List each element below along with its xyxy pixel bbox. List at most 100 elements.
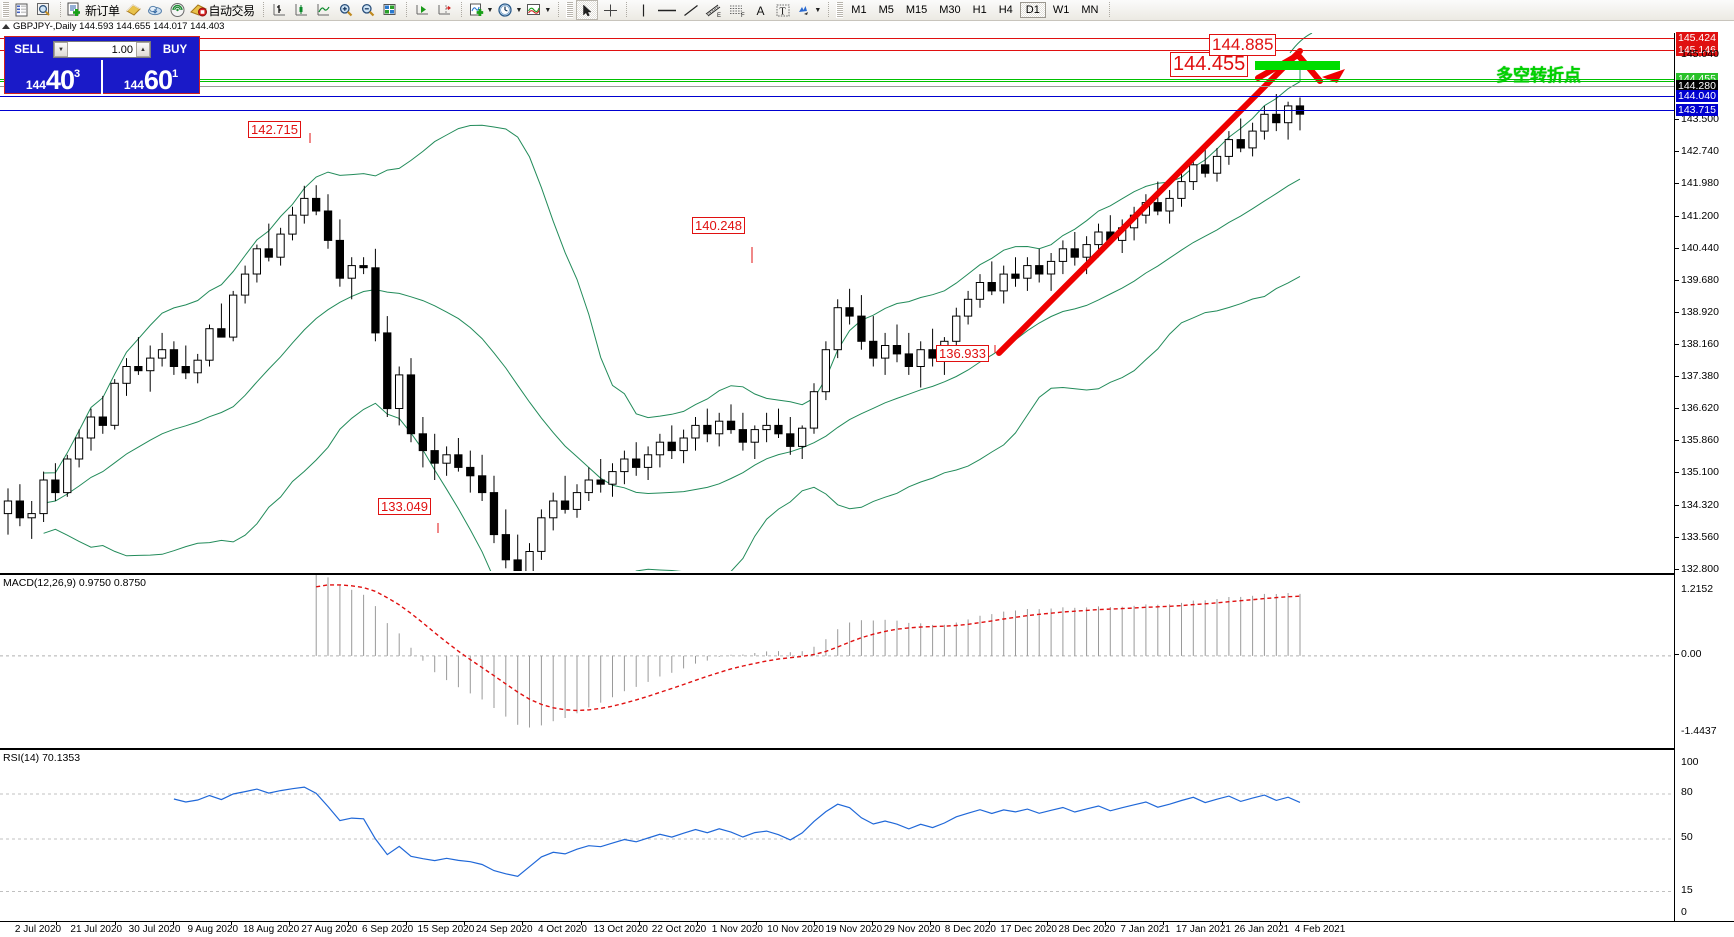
price-axis-highlight-label[interactable]: 143.715 — [1676, 104, 1718, 117]
candle-body — [1070, 248, 1079, 258]
equidistant-channel-tool[interactable]: E — [703, 1, 725, 19]
chart-grid-icon[interactable] — [380, 1, 400, 19]
timeframe-d1[interactable]: D1 — [1019, 2, 1046, 18]
sell-price-button[interactable]: 144 40 3 — [5, 60, 101, 94]
volume-decrease-button[interactable]: ▼ — [54, 42, 68, 57]
new-order-button[interactable]: 新订单 — [67, 1, 122, 19]
periods-clock-icon[interactable]: ▼ — [496, 1, 523, 19]
price-axis-highlight-label[interactable]: 145.424 — [1676, 32, 1718, 45]
market-cloud-icon[interactable] — [146, 1, 166, 19]
volume-stepper[interactable]: ▼ 1.00 ▲ — [53, 41, 151, 58]
svg-text:A: A — [757, 4, 765, 18]
fibonacci-retracement-tool[interactable]: F — [727, 1, 749, 19]
axis-tick — [1675, 151, 1679, 153]
cursor-tool[interactable] — [576, 0, 599, 20]
price-annotation-label[interactable]: 144.455 — [1170, 52, 1249, 77]
price-axis-highlight-label[interactable]: 145.040 — [1681, 48, 1719, 61]
one-click-trading-panel[interactable]: SELL ▼ 1.00 ▲ BUY 144 40 3 144 60 1 — [4, 36, 200, 94]
timeframe-h4[interactable]: H4 — [998, 4, 1013, 16]
candle-body — [904, 353, 914, 367]
crosshair-tool[interactable] — [600, 1, 620, 19]
rsi-pane[interactable]: RSI(14) 70.1353 — [0, 748, 1674, 920]
line-chart-icon[interactable] — [314, 1, 334, 19]
vertical-line-tool[interactable] — [633, 1, 653, 19]
candle-body — [560, 500, 570, 510]
uptrend-line[interactable] — [996, 48, 1303, 356]
time-axis-label: 1 Nov 2020 — [711, 924, 763, 935]
volume-value[interactable]: 1.00 — [111, 43, 133, 56]
text-tool[interactable]: A — [751, 1, 771, 19]
price-level-line[interactable] — [0, 38, 1674, 40]
metaeditor-icon[interactable] — [124, 1, 144, 19]
price-level-line[interactable] — [0, 49, 1674, 51]
price-axis-highlight-label[interactable]: 144.280 — [1676, 80, 1718, 93]
timeframe-m30[interactable]: M30 — [939, 4, 961, 16]
templates-dropdown-arrow[interactable]: ▼ — [544, 6, 552, 14]
text-label-tool[interactable]: T — [773, 1, 793, 19]
arrows-dropdown-arrow[interactable]: ▼ — [814, 6, 822, 14]
timeframe-w1[interactable]: W1 — [1052, 4, 1070, 16]
bull-bear-turning-point-note[interactable]: 多空转折点 — [1496, 66, 1581, 85]
price-level-line[interactable] — [0, 96, 1674, 98]
zoom-in-icon[interactable] — [336, 1, 356, 19]
chart-shift-icon[interactable] — [435, 1, 455, 19]
price-level-line[interactable] — [0, 79, 1674, 81]
auto-trading-button[interactable]: 自动交易 — [189, 1, 257, 19]
price-annotation-label[interactable]: 136.933 — [936, 345, 989, 362]
buy-price-prefix: 144 — [123, 78, 144, 92]
candle-body — [406, 374, 416, 435]
price-annotation-label[interactable]: 144.885 — [1209, 34, 1277, 56]
candle-body — [442, 454, 451, 464]
indicators-add-icon[interactable]: ▼ — [468, 1, 495, 19]
price-level-line[interactable] — [0, 81, 1674, 83]
auto-scroll-icon[interactable] — [413, 1, 433, 19]
price-annotation-label[interactable]: 133.049 — [378, 498, 431, 515]
price-level-line[interactable] — [0, 86, 1674, 88]
chart-collapse-icon[interactable] — [2, 24, 10, 29]
price-level-line[interactable] — [0, 110, 1674, 112]
bar-chart-icon[interactable] — [270, 1, 290, 19]
trendline-tool[interactable] — [681, 1, 701, 19]
timeframe-m1[interactable]: M1 — [851, 4, 867, 16]
macd-pane[interactable]: MACD(12,26,9) 0.9750 0.8750 — [0, 573, 1674, 743]
volume-increase-button[interactable]: ▲ — [136, 42, 150, 57]
indicators-dropdown-arrow[interactable]: ▼ — [486, 6, 494, 14]
candle-body — [549, 500, 558, 519]
toolbar-grip-3[interactable] — [836, 2, 844, 18]
timeframe-m15[interactable]: M15 — [905, 4, 928, 16]
buy-price-button[interactable]: 144 60 1 — [101, 60, 199, 94]
time-axis-tick — [1163, 922, 1165, 925]
candle-body — [264, 248, 273, 258]
price-axis-label: 132.800 — [1681, 562, 1719, 575]
price-pane[interactable] — [0, 33, 1674, 571]
toolbar-grip-2[interactable] — [566, 2, 574, 18]
price-annotation-label[interactable]: 142.715 — [248, 121, 301, 138]
price-axis-label: 140.440 — [1681, 241, 1719, 254]
signals-icon[interactable] — [168, 1, 188, 19]
periods-dropdown-arrow[interactable]: ▼ — [515, 6, 523, 14]
market-watch-icon[interactable] — [12, 1, 32, 19]
price-axis[interactable]: 143.500 142.740 141.980 141.200 140.440 139.6… — [1674, 32, 1734, 921]
arrows-tool[interactable]: ▼ — [795, 1, 822, 19]
candle-body — [608, 471, 617, 485]
templates-icon[interactable]: ▼ — [525, 1, 552, 19]
timeframe-h1[interactable]: H1 — [972, 4, 987, 16]
price-axis-label: 135.100 — [1681, 466, 1719, 479]
price-axis-highlight-label[interactable]: 145.146 — [1676, 43, 1718, 56]
candle-body — [798, 427, 807, 447]
peak-arrow[interactable] — [1255, 52, 1323, 84]
resistance-zone-bar[interactable] — [1255, 61, 1340, 70]
timeframe-mn[interactable]: MN — [1081, 4, 1099, 16]
candlestick-chart-icon[interactable] — [292, 1, 312, 19]
data-window-icon[interactable] — [34, 1, 54, 19]
candle-body — [86, 416, 96, 439]
toolbar-grip[interactable] — [2, 2, 9, 18]
time-axis-tick — [1280, 922, 1281, 925]
zoom-out-icon[interactable] — [358, 1, 378, 19]
candle-body — [821, 349, 831, 393]
price-axis-highlight-label[interactable]: 144.040 — [1676, 90, 1718, 103]
horizontal-line-tool[interactable] — [655, 1, 679, 19]
macd-axis-label: -1.4437 — [1681, 725, 1717, 737]
timeframe-m5[interactable]: M5 — [878, 4, 894, 16]
price-annotation-label[interactable]: 140.248 — [692, 217, 745, 234]
